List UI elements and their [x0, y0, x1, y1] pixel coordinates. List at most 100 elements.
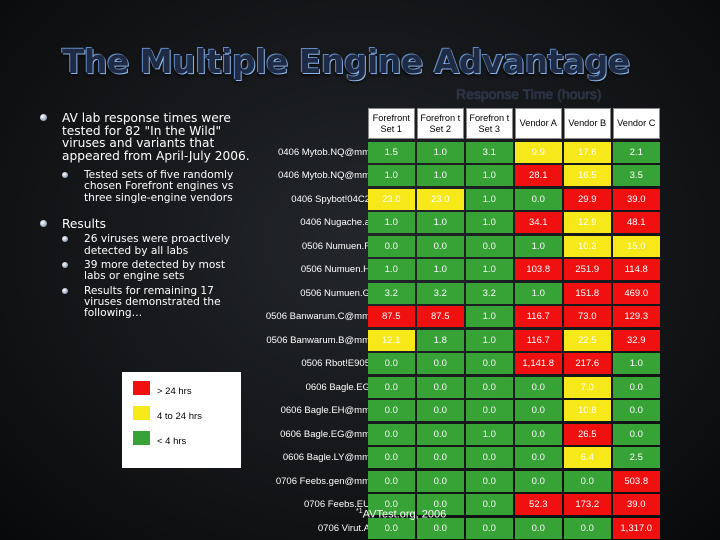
table-cell: 28.1 — [515, 165, 562, 186]
table-cell: 0.0 — [466, 447, 513, 468]
table-cell: 1.0 — [417, 165, 464, 186]
table-cell: 1.0 — [368, 259, 415, 280]
table-cell: 0.0 — [417, 447, 464, 468]
sub-bullet-text: 39 more detected by most labs or engine … — [84, 258, 225, 283]
table-cell: 0.0 — [417, 400, 464, 421]
legend-swatch-red — [133, 381, 150, 395]
table-cell: 0.0 — [368, 517, 415, 539]
bullet-dot-icon — [40, 219, 47, 227]
table-cell: 0.0 — [515, 376, 562, 398]
table-cell: 34.1 — [515, 212, 562, 233]
table-cell: 52.3 — [515, 494, 562, 515]
legend-swatch-yellow — [133, 406, 150, 420]
table-cell: 1.0 — [417, 259, 464, 280]
table-cell: 1.0 — [368, 212, 415, 233]
table-cell: 503.8 — [613, 470, 660, 492]
table-cell: 10.3 — [564, 235, 611, 257]
table-cell: 1.8 — [417, 329, 464, 351]
table-cell: 12.9 — [564, 212, 611, 233]
table-cell: 1.0 — [515, 235, 562, 257]
table-cell: 116.7 — [515, 306, 562, 327]
table-cell: 0.0 — [368, 423, 415, 445]
table-cell: 0.0 — [564, 517, 611, 539]
table-cell: 103.8 — [515, 259, 562, 280]
color-legend: > 24 hrs 4 to 24 hrs < 4 hrs — [122, 372, 241, 468]
table-cell: 87.5 — [417, 306, 464, 327]
table-cell: 129.3 — [613, 306, 660, 327]
table-cell: 0.0 — [368, 376, 415, 398]
table-cell: 1.0 — [466, 329, 513, 351]
table-cell: 23.0 — [417, 188, 464, 210]
row-label: 0606 Bagle.EG@mm — [280, 428, 370, 440]
column-header: Forefron t Set 2 — [417, 108, 464, 139]
bullet-dot-icon — [62, 236, 68, 243]
bullet-dot-icon — [62, 261, 68, 268]
column-header: Vendor B — [564, 108, 611, 139]
table-cell: 26.5 — [564, 423, 611, 445]
column-header: Vendor A — [515, 108, 562, 139]
table-cell: 7.0 — [564, 376, 611, 398]
row-label: 0506 Banwarum.B@mm — [266, 334, 370, 346]
table-cell: 2.1 — [613, 141, 660, 163]
table-cell: 16.5 — [564, 165, 611, 186]
row-label: 0606 Bagle.EH@mm — [280, 405, 370, 416]
sub-bullet-text: 26 viruses were proactively detected by … — [84, 233, 230, 257]
table-cell: 1.0 — [466, 423, 513, 445]
bullet-dot-icon — [40, 114, 47, 121]
table-cell: 73.0 — [564, 306, 611, 327]
table-cell: 22.5 — [564, 329, 611, 351]
bullet-text: Results — [62, 216, 107, 231]
bullet-list: AV lab response times were tested for 82… — [40, 112, 250, 322]
table-subtitle: Response Time (hours) — [456, 86, 602, 102]
table-cell: 3.2 — [466, 282, 513, 304]
column-header: Forefron t Set 3 — [466, 108, 513, 139]
table-cell: 217.6 — [564, 353, 611, 374]
table-cell: 1.0 — [466, 212, 513, 233]
bullet-item: Results — [40, 218, 250, 231]
table-cell: 0.0 — [515, 470, 562, 492]
table-cell: 0.0 — [417, 470, 464, 492]
table-cell: 29.9 — [564, 188, 611, 210]
table-cell: 39.0 — [613, 494, 660, 515]
table-cell: 1.0 — [368, 165, 415, 186]
footnote-text: AVTest.org, 2006 — [362, 508, 447, 521]
table-cell: 0.0 — [368, 353, 415, 374]
row-label: 0406 Mytob.NQ@mm — [277, 146, 370, 158]
table-cell: 0.0 — [515, 517, 562, 539]
table-cell: 1.0 — [417, 212, 464, 233]
table-cell: 0.0 — [466, 376, 513, 398]
table-cell: 39.0 — [613, 188, 660, 210]
row-label: 0406 Nugache.a — [300, 217, 370, 228]
bullet-text: AV lab response times were tested for 82… — [62, 111, 250, 163]
table-cell: 0.0 — [466, 235, 513, 257]
table-cell: 0.0 — [613, 423, 660, 445]
table-cell: 0.0 — [417, 423, 464, 445]
sub-bullet-item: Tested sets of five randomly chosen Fore… — [40, 169, 250, 204]
sub-bullet-text: Tested sets of five randomly chosen Fore… — [84, 169, 234, 204]
footnote: *1AVTest.org, 2006 — [356, 508, 446, 521]
table-cell: 1.0 — [417, 141, 464, 163]
table-cell: 0.0 — [613, 400, 660, 421]
sub-bullet-item: 26 viruses were proactively detected by … — [40, 234, 250, 257]
table-cell: 0.0 — [466, 470, 513, 492]
table-cell: 0.0 — [564, 470, 611, 492]
table-cell: 0.0 — [417, 376, 464, 398]
table-cell: 1.0 — [466, 259, 513, 280]
table-cell: 0.0 — [417, 494, 464, 515]
table-cell: 114.8 — [613, 259, 660, 280]
table-cell: 0.0 — [466, 517, 513, 539]
table-cell: 1,141.8 — [515, 353, 562, 374]
row-label: 0406 Spybot!04C2 — [291, 193, 370, 205]
table-cell: 48.1 — [613, 212, 660, 233]
table-cell: 6.4 — [564, 447, 611, 468]
bullet-item: AV lab response times were tested for 82… — [40, 112, 250, 162]
legend-label: > 24 hrs — [157, 386, 192, 397]
column-header: Forefront Set 1 — [368, 108, 415, 139]
table-cell: 0.0 — [515, 447, 562, 468]
bullet-dot-icon — [62, 172, 68, 178]
table-cell: 0.0 — [515, 400, 562, 421]
table-cell: 10.8 — [564, 400, 611, 421]
table-cell: 1.0 — [466, 306, 513, 327]
table-cell: 1,317.0 — [613, 517, 660, 539]
table-cell: 0.0 — [368, 494, 415, 515]
